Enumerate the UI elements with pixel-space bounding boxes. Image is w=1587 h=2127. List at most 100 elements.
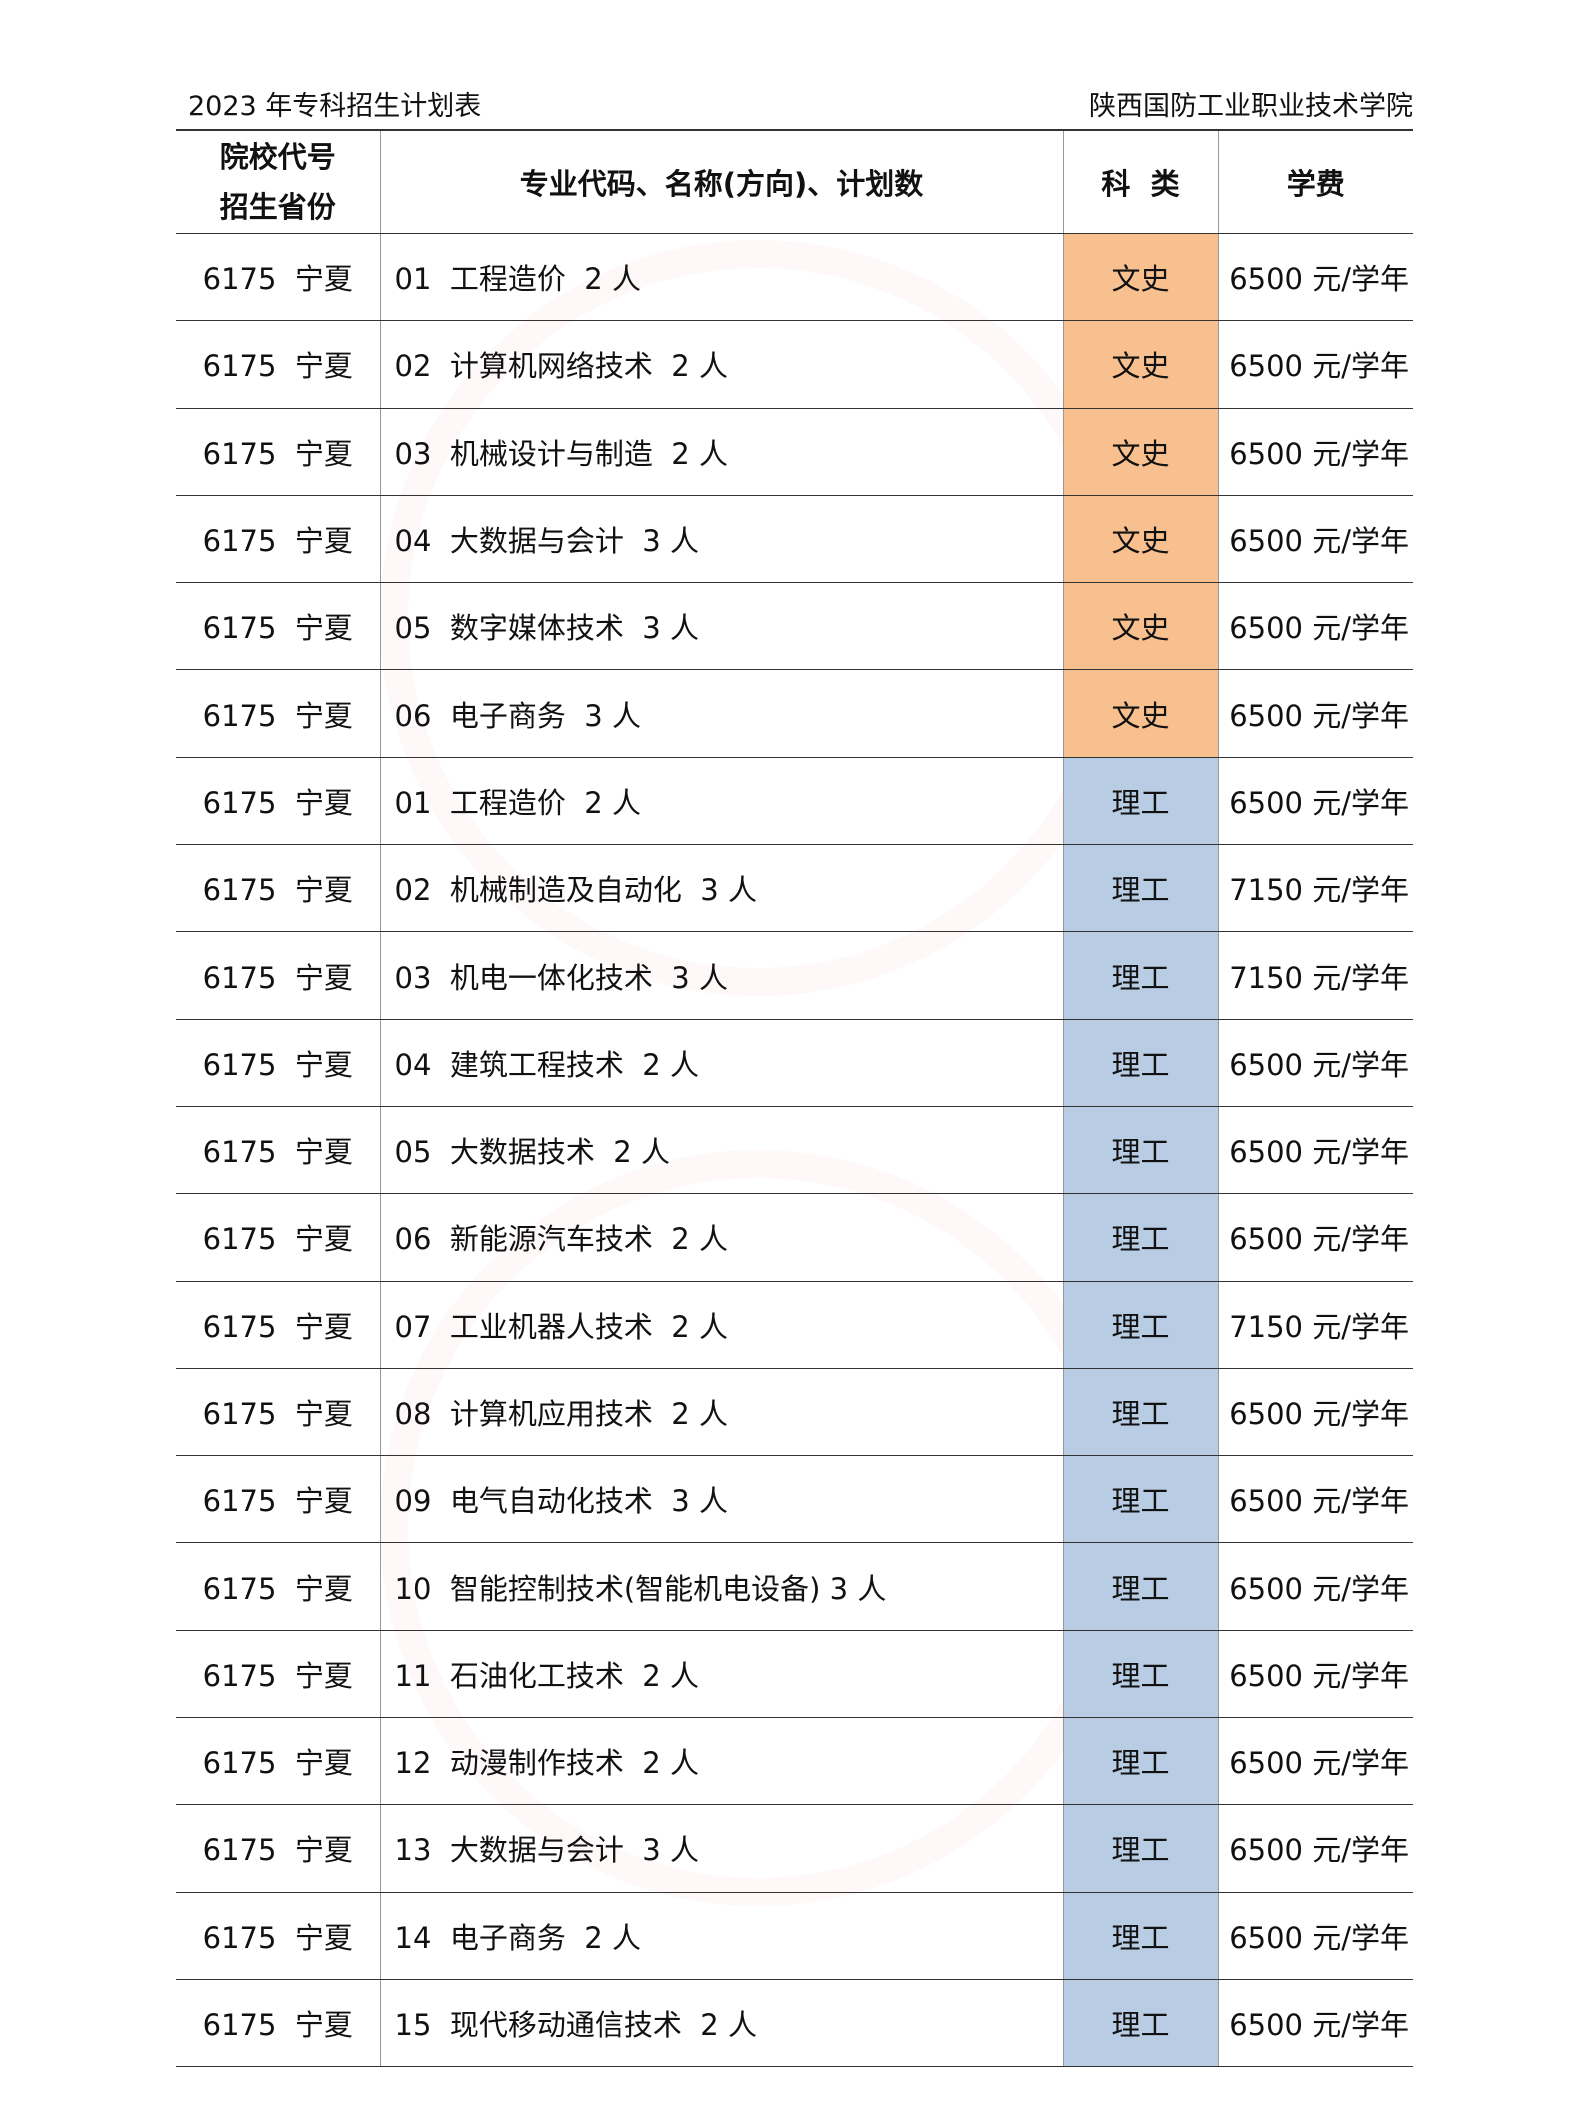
cell-category: 理工 <box>1063 1281 1219 1369</box>
cell-category: 理工 <box>1063 844 1219 933</box>
cell-category: 理工 <box>1063 1892 1219 1980</box>
cell-code-province: 6175 宁夏 <box>176 408 381 496</box>
cell-major: 09 电气自动化技术 3 人 <box>380 1455 1064 1544</box>
table-row: 6175 宁夏 04 建筑工程技术 2 人理工 6500 元/学年 <box>176 1019 1413 1107</box>
cell-tuition: 6500 元/学年 <box>1218 1542 1413 1631</box>
document-title: 2023 年专科招生计划表 <box>188 91 482 122</box>
table-row: 6175 宁夏 06 电子商务 3 人文史 6500 元/学年 <box>176 669 1413 758</box>
cell-code-province: 6175 宁夏 <box>176 1019 381 1107</box>
cell-code-province: 6175 宁夏 <box>176 1455 381 1544</box>
cell-category: 理工 <box>1063 1455 1219 1544</box>
cell-category: 理工 <box>1063 931 1219 1020</box>
table-row: 6175 宁夏 05 大数据技术 2 人理工 6500 元/学年 <box>176 1106 1413 1195</box>
cell-tuition: 6500 元/学年 <box>1218 757 1413 846</box>
cell-major: 01 工程造价 2 人 <box>380 757 1064 846</box>
cell-tuition: 6500 元/学年 <box>1218 320 1413 409</box>
cell-tuition: 7150 元/学年 <box>1218 844 1413 933</box>
header-category: 科 类 <box>1063 129 1219 234</box>
cell-code-province: 6175 宁夏 <box>176 1542 381 1631</box>
table-row: 6175 宁夏 12 动漫制作技术 2 人理工 6500 元/学年 <box>176 1717 1413 1806</box>
cell-tuition: 6500 元/学年 <box>1218 495 1413 584</box>
table-row: 6175 宁夏 14 电子商务 2 人理工 6500 元/学年 <box>176 1892 1413 1980</box>
table-row: 6175 宁夏 02 计算机网络技术 2 人文史 6500 元/学年 <box>176 320 1413 409</box>
table-row: 6175 宁夏 01 工程造价 2 人文史 6500 元/学年 <box>176 233 1413 322</box>
cell-category: 文史 <box>1063 233 1219 322</box>
cell-tuition: 6500 元/学年 <box>1218 1193 1413 1282</box>
cell-category: 文史 <box>1063 320 1219 409</box>
table-row: 6175 宁夏 02 机械制造及自动化 3 人理工 7150 元/学年 <box>176 844 1413 933</box>
table-row: 6175 宁夏 06 新能源汽车技术 2 人理工 6500 元/学年 <box>176 1193 1413 1282</box>
header-school-province: 院校代号 招生省份 <box>176 129 381 234</box>
cell-tuition: 6500 元/学年 <box>1218 1368 1413 1457</box>
header-major: 专业代码、名称(方向)、计划数 <box>380 129 1064 234</box>
cell-tuition: 6500 元/学年 <box>1218 1804 1413 1893</box>
cell-major: 05 数字媒体技术 3 人 <box>380 582 1064 671</box>
cell-major: 11 石油化工技术 2 人 <box>380 1630 1064 1719</box>
table-row: 6175 宁夏 01 工程造价 2 人理工 6500 元/学年 <box>176 757 1413 846</box>
cell-code-province: 6175 宁夏 <box>176 320 381 409</box>
cell-tuition: 7150 元/学年 <box>1218 1281 1413 1369</box>
cell-code-province: 6175 宁夏 <box>176 495 381 584</box>
cell-tuition: 6500 元/学年 <box>1218 582 1413 671</box>
cell-code-province: 6175 宁夏 <box>176 844 381 933</box>
cell-tuition: 6500 元/学年 <box>1218 1892 1413 1980</box>
cell-code-province: 6175 宁夏 <box>176 233 381 322</box>
header-province: 招生省份 <box>219 190 336 224</box>
cell-code-province: 6175 宁夏 <box>176 1106 381 1195</box>
cell-major: 04 建筑工程技术 2 人 <box>380 1019 1064 1107</box>
cell-major: 12 动漫制作技术 2 人 <box>380 1717 1064 1806</box>
cell-category: 理工 <box>1063 1019 1219 1107</box>
table-row: 6175 宁夏 09 电气自动化技术 3 人理工 6500 元/学年 <box>176 1455 1413 1544</box>
cell-code-province: 6175 宁夏 <box>176 1804 381 1893</box>
cell-category: 理工 <box>1063 1717 1219 1806</box>
cell-code-province: 6175 宁夏 <box>176 582 381 671</box>
cell-major: 14 电子商务 2 人 <box>380 1892 1064 1980</box>
table-row: 6175 宁夏 03 机电一体化技术 3 人理工 7150 元/学年 <box>176 931 1413 1020</box>
cell-major: 02 计算机网络技术 2 人 <box>380 320 1064 409</box>
cell-category: 理工 <box>1063 1368 1219 1457</box>
cell-code-province: 6175 宁夏 <box>176 1630 381 1719</box>
cell-category: 理工 <box>1063 1106 1219 1195</box>
cell-major: 01 工程造价 2 人 <box>380 233 1064 322</box>
header-school-code: 院校代号 <box>219 140 336 174</box>
cell-code-province: 6175 宁夏 <box>176 1979 381 2068</box>
cell-tuition: 6500 元/学年 <box>1218 1717 1413 1806</box>
cell-major: 04 大数据与会计 3 人 <box>380 495 1064 584</box>
cell-major: 06 电子商务 3 人 <box>380 669 1064 758</box>
cell-major: 02 机械制造及自动化 3 人 <box>380 844 1064 933</box>
cell-code-province: 6175 宁夏 <box>176 1892 381 1980</box>
cell-major: 06 新能源汽车技术 2 人 <box>380 1193 1064 1282</box>
table-row: 6175 宁夏 10 智能控制技术(智能机电设备) 3 人理工 6500 元/学年 <box>176 1542 1413 1631</box>
table-row: 6175 宁夏 03 机械设计与制造 2 人文史 6500 元/学年 <box>176 408 1413 496</box>
cell-tuition: 6500 元/学年 <box>1218 1630 1413 1719</box>
cell-major: 13 大数据与会计 3 人 <box>380 1804 1064 1893</box>
cell-code-province: 6175 宁夏 <box>176 1281 381 1369</box>
cell-major: 03 机电一体化技术 3 人 <box>380 931 1064 1020</box>
cell-tuition: 6500 元/学年 <box>1218 233 1413 322</box>
cell-category: 文史 <box>1063 669 1219 758</box>
cell-tuition: 6500 元/学年 <box>1218 408 1413 496</box>
cell-category: 文史 <box>1063 495 1219 584</box>
cell-category: 理工 <box>1063 1979 1219 2068</box>
cell-major: 03 机械设计与制造 2 人 <box>380 408 1064 496</box>
cell-category: 理工 <box>1063 1542 1219 1631</box>
table-row: 6175 宁夏 07 工业机器人技术 2 人理工 7150 元/学年 <box>176 1281 1413 1369</box>
cell-tuition: 7150 元/学年 <box>1218 931 1413 1020</box>
table-header-row: 院校代号 招生省份 专业代码、名称(方向)、计划数 科 类 学费 <box>176 129 1413 234</box>
cell-code-province: 6175 宁夏 <box>176 669 381 758</box>
cell-category: 理工 <box>1063 1804 1219 1893</box>
cell-code-province: 6175 宁夏 <box>176 757 381 846</box>
table-row: 6175 宁夏 05 数字媒体技术 3 人文史 6500 元/学年 <box>176 582 1413 671</box>
table-row: 6175 宁夏 13 大数据与会计 3 人理工 6500 元/学年 <box>176 1804 1413 1893</box>
enrollment-plan-table: 院校代号 招生省份 专业代码、名称(方向)、计划数 科 类 学费 6175 宁夏… <box>176 129 1413 2068</box>
cell-major: 08 计算机应用技术 2 人 <box>380 1368 1064 1457</box>
cell-major: 05 大数据技术 2 人 <box>380 1106 1064 1195</box>
table-row: 6175 宁夏 08 计算机应用技术 2 人理工 6500 元/学年 <box>176 1368 1413 1457</box>
cell-category: 理工 <box>1063 1630 1219 1719</box>
table-row: 6175 宁夏 15 现代移动通信技术 2 人理工 6500 元/学年 <box>176 1979 1413 2068</box>
institution-name: 陕西国防工业职业技术学院 <box>1089 91 1413 122</box>
cell-category: 文史 <box>1063 582 1219 671</box>
table-row: 6175 宁夏 11 石油化工技术 2 人理工 6500 元/学年 <box>176 1630 1413 1719</box>
cell-code-province: 6175 宁夏 <box>176 1717 381 1806</box>
header-tuition: 学费 <box>1218 129 1413 234</box>
